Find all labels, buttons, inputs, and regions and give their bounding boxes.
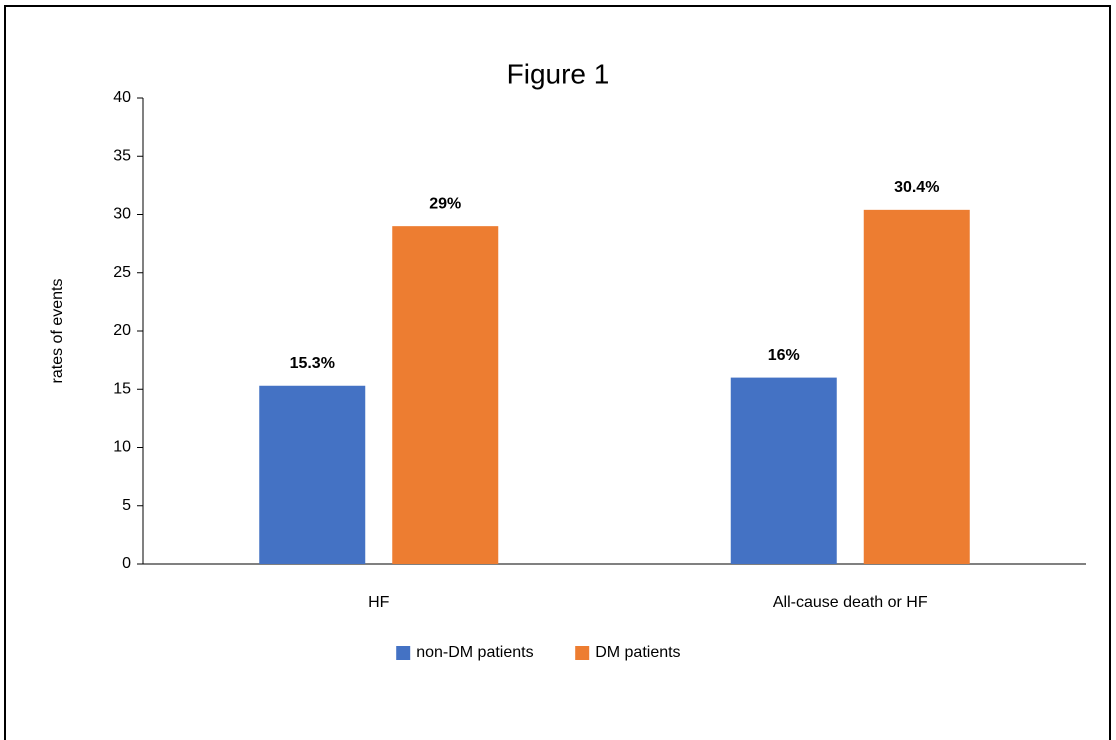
y-tick-label: 10 <box>113 439 131 456</box>
bar <box>730 377 837 564</box>
chart-title: Figure 1 <box>507 58 610 89</box>
legend-swatch <box>575 646 590 660</box>
y-axis-label: rates of events <box>49 279 66 384</box>
bar <box>863 209 970 564</box>
data-label: 30.4% <box>894 179 939 196</box>
bar <box>259 385 366 564</box>
y-tick-label: 5 <box>122 497 131 514</box>
y-tick-label: 35 <box>113 147 131 164</box>
data-label: 16% <box>768 347 800 364</box>
bar <box>392 226 499 564</box>
y-tick-label: 25 <box>113 264 131 281</box>
legend-swatch <box>396 646 411 660</box>
y-tick-label: 40 <box>113 89 131 106</box>
legend-label: non-DM patients <box>416 644 533 661</box>
data-label: 15.3% <box>290 355 335 372</box>
chart-frame <box>4 5 1111 740</box>
y-tick-label: 20 <box>113 322 131 339</box>
y-tick-label: 0 <box>122 555 131 572</box>
x-tick-label: All-cause death or HF <box>773 594 928 611</box>
x-tick-label: HF <box>368 594 390 611</box>
data-label: 29% <box>429 195 461 212</box>
y-tick-label: 15 <box>113 380 131 397</box>
legend-label: DM patients <box>595 644 680 661</box>
y-tick-label: 30 <box>113 206 131 223</box>
